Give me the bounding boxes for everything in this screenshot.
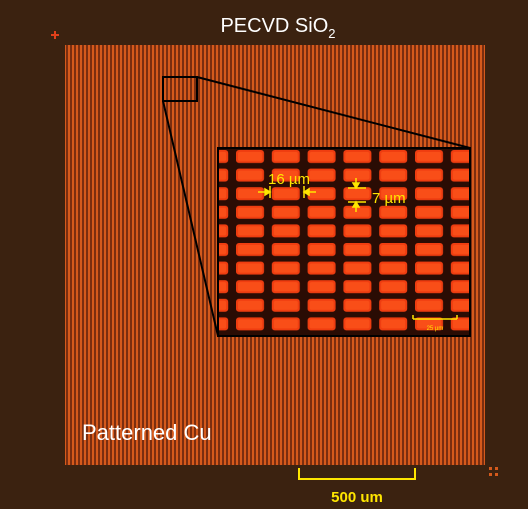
spacing-label: 7 µm xyxy=(372,190,406,207)
inset: 16 µm 7 µm 25 µm xyxy=(218,148,470,336)
inset-scale-label: 25 µm xyxy=(427,326,444,332)
region-label: Patterned Cu xyxy=(82,420,212,445)
width-label: 16 µm xyxy=(268,171,310,188)
micrograph: PECVD SiO2 16 µm 7 µm 25 µm Patterned Cu… xyxy=(0,0,528,509)
scale-bar-label: 500 um xyxy=(331,489,383,506)
